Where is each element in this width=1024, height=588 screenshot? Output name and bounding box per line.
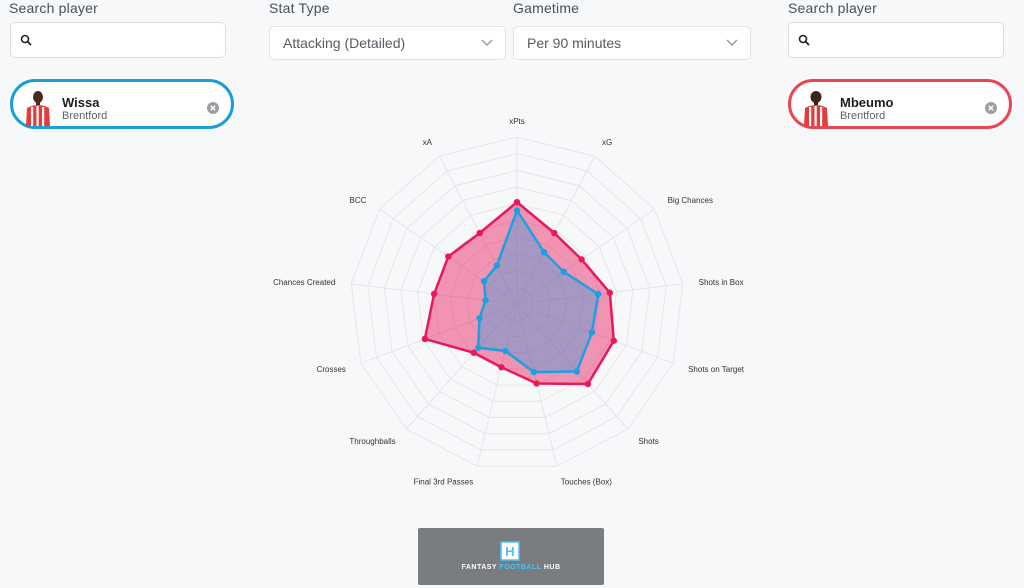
data-point-wissa [475, 344, 482, 351]
data-point-wissa [482, 296, 489, 304]
axis-label: BCC [350, 196, 367, 205]
grid-ring [350, 136, 684, 467]
grid-spoke [516, 303, 629, 430]
axis-label: xG [602, 138, 612, 147]
data-point-mbeumo [578, 256, 585, 263]
right-player-card[interactable]: Mbeumo Brentford [788, 79, 1012, 129]
axis-label: Crosses [317, 365, 346, 374]
grid-ring [383, 169, 651, 435]
data-point-wissa [560, 268, 567, 275]
grid-ring [450, 236, 584, 370]
left-player-card[interactable]: Wissa Brentford [10, 79, 234, 129]
data-point-mbeumo [533, 380, 540, 387]
axis-label: Big Chances [668, 196, 713, 205]
hub-logo-icon: H [500, 541, 520, 561]
brand-banner[interactable]: H FANTASY FOOTBALL HUB [418, 528, 604, 585]
data-point-wissa [480, 278, 488, 285]
grid-ring [400, 186, 634, 419]
left-player-name: Wissa [62, 95, 100, 110]
grid-spoke [516, 303, 674, 364]
svg-text:H: H [505, 544, 514, 559]
data-point-mbeumo [476, 229, 483, 237]
data-point-mbeumo [551, 229, 558, 237]
player-avatar-icon [26, 91, 50, 126]
axis-label: Shots on Target [688, 365, 745, 374]
chevron-down-icon [726, 39, 738, 46]
right-player-name: Mbeumo [840, 95, 894, 110]
grid-ring [483, 270, 551, 337]
data-point-mbeumo [584, 380, 592, 388]
right-search-label: Search player [788, 0, 877, 16]
data-point-mbeumo [445, 253, 452, 260]
data-point-mbeumo [606, 289, 614, 296]
axis-label: Final 3rd Passes [414, 478, 474, 487]
gametime-select[interactable]: Per 90 minutes [513, 26, 751, 60]
data-point-wissa [513, 207, 521, 214]
axis-label: Shots in Box [699, 278, 744, 287]
stat-type-select[interactable]: Attacking (Detailed) [269, 26, 506, 60]
right-search-input[interactable] [815, 29, 997, 53]
left-search-label: Search player [9, 0, 98, 16]
search-icon [20, 34, 32, 46]
axis-label: xPts [509, 117, 525, 126]
right-player-team: Brentford [840, 110, 886, 122]
data-point-mbeumo [498, 364, 505, 371]
grid-spoke [438, 155, 518, 305]
data-point-mbeumo [430, 290, 438, 298]
data-point-wissa [476, 315, 483, 322]
grid-spoke [516, 155, 596, 305]
grid-ring [499, 286, 535, 321]
data-point-wissa [588, 329, 596, 336]
data-point-wissa [530, 368, 537, 376]
right-search-box[interactable] [788, 22, 1004, 58]
gametime-label: Gametime [513, 0, 580, 16]
left-player-team: Brentford [62, 110, 108, 122]
player-avatar-icon [804, 91, 828, 126]
grid-spoke [516, 208, 655, 305]
grid-spoke [405, 303, 518, 430]
data-point-wissa [540, 249, 548, 256]
data-point-wissa [502, 347, 509, 355]
left-search-input[interactable] [37, 29, 219, 53]
grid-ring [367, 153, 667, 451]
stat-type-label: Stat Type [269, 0, 330, 16]
data-point-wissa [493, 262, 501, 269]
data-point-mbeumo [610, 337, 618, 344]
grid-ring [466, 253, 568, 354]
axis-label: xA [423, 138, 433, 147]
gametime-value: Per 90 minutes [527, 35, 622, 51]
data-point-wissa [595, 290, 602, 298]
data-point-mbeumo [470, 349, 478, 356]
axis-label: Shots [638, 437, 658, 446]
brand-name: FANTASY FOOTBALL HUB [461, 564, 561, 571]
data-point-mbeumo [421, 335, 429, 343]
grid-spoke [360, 303, 518, 364]
left-search-box[interactable] [10, 22, 226, 58]
grid-spoke [476, 303, 518, 467]
axis-label: Chances Created [273, 278, 335, 287]
clear-icon[interactable] [207, 102, 219, 114]
clear-icon[interactable] [985, 102, 997, 114]
axis-label: Touches (Box) [561, 478, 612, 487]
axis-label: Throughballs [349, 437, 395, 446]
data-point-mbeumo [513, 198, 521, 206]
stat-type-value: Attacking (Detailed) [283, 35, 406, 51]
search-icon [798, 34, 810, 46]
grid-ring [417, 203, 617, 402]
series-area-mbeumo [423, 200, 616, 386]
chevron-down-icon [481, 39, 493, 46]
data-point-wissa [573, 368, 581, 375]
